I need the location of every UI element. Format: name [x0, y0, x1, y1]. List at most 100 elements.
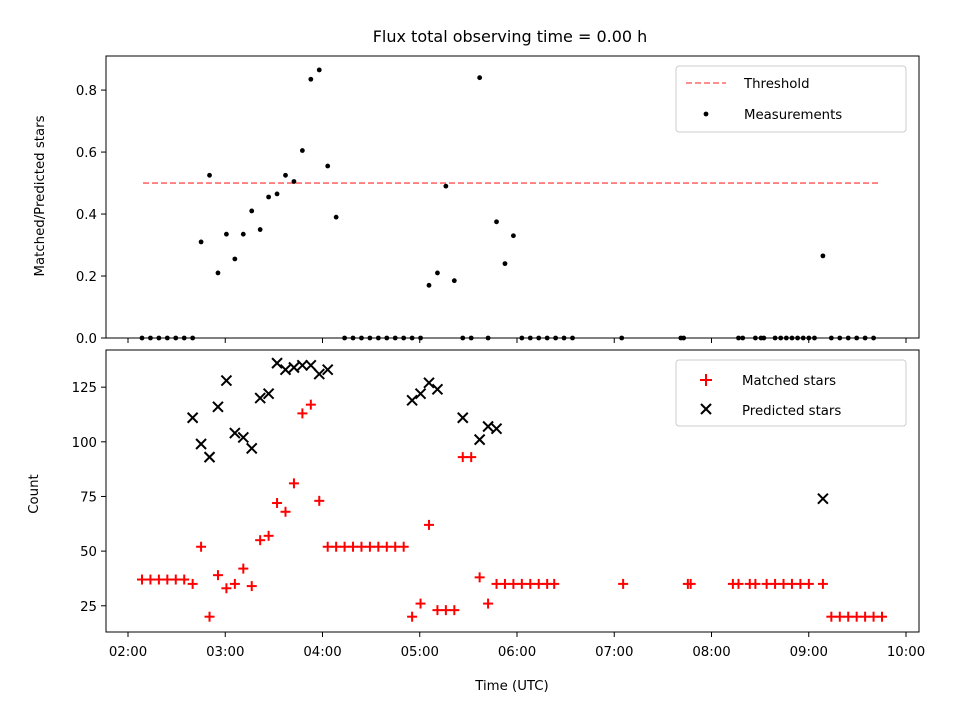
bottom-x-tick-label: 07:00	[595, 645, 633, 660]
measurements-legend-swatch	[703, 111, 709, 117]
predicted-star-marker	[186, 412, 199, 424]
matched-star-marker	[255, 535, 266, 546]
bottom-legend-box	[675, 359, 907, 427]
predicted-star-marker	[423, 377, 435, 389]
matched-star-marker	[826, 611, 837, 622]
bottom-x-tick-label: 09:00	[790, 645, 828, 660]
matched-star-marker	[364, 541, 375, 552]
matched-star-marker	[516, 578, 527, 589]
predicted-star-marker	[203, 451, 216, 463]
matched-star-marker	[280, 506, 291, 517]
matched-star-marker	[851, 611, 862, 622]
matched-star-marker	[685, 578, 696, 589]
top-axes-frame	[105, 55, 920, 339]
top-legend-box	[675, 65, 907, 133]
count-panel: Count Time (UTC) 25 50 75 100 125 02:00 03:00…	[27, 349, 925, 694]
matched-star-marker	[263, 530, 274, 541]
top-y-tick-label: 0.2	[76, 270, 97, 285]
matched-star-marker	[733, 578, 744, 589]
matched-star-marker	[868, 611, 879, 622]
matched-star-marker	[204, 611, 215, 622]
top-y-axis-label: Matched/Predicted stars	[33, 115, 48, 276]
matched-star-marker	[373, 541, 384, 552]
matched-star-marker	[407, 611, 418, 622]
predicted-star-marker	[482, 420, 494, 433]
bottom-y-tick-label: 100	[72, 436, 97, 451]
measurement-point	[249, 208, 255, 214]
predicted-star-marker	[817, 492, 829, 505]
top-y-tick-label: 0.8	[76, 84, 97, 99]
matched-star-marker	[525, 578, 536, 589]
bottom-y-tick-label: 25	[80, 600, 97, 615]
matched-legend-swatch	[700, 374, 712, 386]
bottom-y-ticks: 25 50 75 100 125	[72, 381, 106, 615]
top-x-ticks	[127, 338, 907, 343]
predicted-star-marker	[271, 357, 283, 369]
matched-star-marker	[803, 578, 814, 589]
measurement-point	[257, 227, 263, 232]
bottom-x-ticks: 02:00 03:00 04:00 05:00 06:00 07:00 08:00 09:00…	[109, 632, 925, 660]
measurement-point	[435, 270, 440, 276]
predicted-star-marker	[229, 427, 241, 439]
bottom-y-axis-label: Count	[27, 474, 42, 514]
matched-star-marker	[229, 578, 240, 589]
matched-star-marker	[137, 574, 147, 585]
ratio-panel: Flux total observing time = 0.00 h Match…	[33, 27, 920, 347]
matched-star-marker	[322, 541, 333, 552]
matched-star-marker	[381, 541, 392, 552]
measurement-point	[266, 194, 272, 200]
predicted-star-marker	[288, 361, 300, 374]
matched-star-markers	[137, 399, 887, 622]
matched-star-marker	[423, 519, 434, 530]
matched-star-marker	[533, 578, 544, 589]
predicted-star-marker	[313, 368, 325, 380]
matched-star-marker	[145, 574, 156, 585]
measurement-point	[426, 282, 432, 288]
predicted-star-marker	[473, 433, 486, 446]
measurement-point	[283, 172, 288, 178]
matched-star-marker	[162, 574, 173, 585]
chart-title: Flux total observing time = 0.00 h	[373, 27, 648, 46]
matched-star-marker	[761, 578, 772, 589]
top-y-tick-label: 0.6	[76, 146, 97, 161]
matched-star-marker	[877, 611, 887, 622]
predicted-star-marker	[457, 412, 469, 424]
bottom-x-tick-label: 02:00	[109, 645, 147, 660]
matched-star-marker	[499, 578, 510, 589]
matched-star-marker	[750, 578, 761, 589]
measurement-point	[443, 183, 449, 189]
measurement-point	[299, 148, 305, 153]
matched-star-marker	[483, 598, 494, 609]
matched-star-marker	[449, 605, 460, 616]
predicted-legend-label: Predicted stars	[742, 404, 841, 419]
matched-star-marker	[432, 605, 443, 616]
matched-star-marker	[238, 563, 249, 574]
matched-star-marker	[834, 611, 845, 622]
matched-star-marker	[187, 578, 198, 589]
bottom-x-tick-label: 06:00	[498, 645, 536, 660]
bottom-y-tick-label: 125	[72, 381, 97, 396]
predicted-star-markers	[186, 357, 829, 505]
predicted-star-marker	[321, 363, 334, 376]
matched-star-marker	[212, 570, 223, 581]
matched-star-marker	[398, 541, 409, 552]
predicted-star-marker	[195, 438, 207, 450]
measurement-point	[215, 270, 221, 276]
matched-star-marker	[778, 578, 789, 589]
matched-star-marker	[795, 578, 806, 589]
predicted-star-marker	[414, 388, 427, 400]
measurement-point	[820, 253, 826, 259]
top-y-tick-label: 0.0	[76, 332, 97, 347]
predicted-star-marker	[296, 359, 309, 372]
matched-star-marker	[466, 452, 477, 463]
matched-star-marker	[549, 578, 560, 589]
top-legend: Threshold Measurements	[675, 65, 907, 133]
matched-star-marker	[770, 578, 781, 589]
measurement-point	[451, 278, 457, 284]
matched-star-marker	[221, 583, 232, 594]
predicted-star-marker	[237, 431, 249, 444]
bottom-x-tick-label: 04:00	[303, 645, 341, 660]
matched-star-marker	[508, 578, 519, 589]
measurement-point	[224, 231, 229, 237]
